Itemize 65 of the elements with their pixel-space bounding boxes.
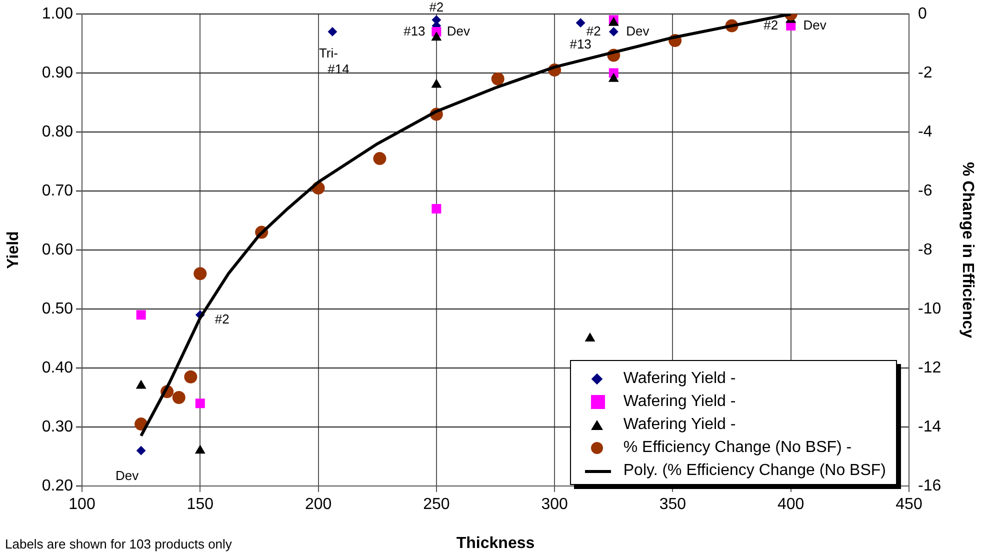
point bbox=[608, 73, 618, 82]
point bbox=[609, 27, 618, 36]
point bbox=[136, 380, 146, 389]
x-tick-label: 350 bbox=[659, 496, 686, 514]
point bbox=[195, 445, 205, 454]
point bbox=[432, 79, 442, 88]
point bbox=[491, 72, 504, 86]
y2-tick-label: -16 bbox=[918, 477, 942, 494]
y-tick-label: 0.80 bbox=[42, 123, 74, 140]
x-tick-label: 200 bbox=[304, 496, 332, 514]
y-tick-label: 0.60 bbox=[42, 241, 74, 258]
point bbox=[172, 391, 186, 404]
y2-tick-label: -2 bbox=[918, 64, 932, 82]
y2-axis-title: % Change in Efficiency bbox=[958, 162, 976, 338]
x-tick-label: 300 bbox=[541, 496, 568, 514]
y-tick-label: 0.30 bbox=[42, 418, 74, 436]
y2-tick-label: -14 bbox=[918, 418, 942, 436]
point bbox=[373, 152, 386, 166]
x-tick-label: 450 bbox=[896, 496, 922, 514]
y-tick-label: 0.50 bbox=[42, 300, 74, 318]
annotation: #13 bbox=[404, 23, 426, 38]
point bbox=[432, 204, 442, 214]
legend-label: % Efficiency Change (No BSF) - bbox=[623, 438, 852, 456]
point bbox=[184, 370, 198, 384]
y2-tick-label: -8 bbox=[918, 241, 932, 258]
annotation: Dev bbox=[803, 17, 827, 32]
y2-tick-label: -10 bbox=[918, 300, 942, 318]
text: Labels are shown for 103 products only bbox=[5, 536, 232, 552]
y-axis-title: Yield bbox=[5, 231, 22, 269]
y2-tick-label: -6 bbox=[918, 182, 932, 200]
annotation: #2 bbox=[214, 311, 230, 326]
x-tick-label: 100 bbox=[68, 496, 96, 514]
y-tick-label: 0.20 bbox=[42, 477, 74, 494]
point bbox=[136, 446, 146, 456]
annotation: #2 bbox=[586, 23, 601, 38]
legend-label: Wafering Yield - bbox=[623, 416, 736, 434]
y2-tick-label: 0 bbox=[918, 5, 927, 22]
x-tick-label: 400 bbox=[778, 496, 804, 514]
point bbox=[136, 310, 146, 320]
point bbox=[576, 18, 586, 28]
y-tick-label: 0.70 bbox=[42, 182, 74, 200]
annotation: Tri- bbox=[318, 45, 338, 60]
legend-label: Wafering Yield - bbox=[623, 370, 736, 388]
point bbox=[328, 27, 337, 36]
legend-label: Wafering Yield - bbox=[623, 392, 736, 410]
y-tick-label: 1.00 bbox=[42, 5, 74, 22]
y2-tick-label: -4 bbox=[918, 123, 932, 140]
annotation: #14 bbox=[328, 61, 350, 76]
y2-tick-label: -12 bbox=[918, 359, 942, 376]
y-tick-label: 0.40 bbox=[42, 359, 74, 376]
point bbox=[432, 32, 442, 41]
point bbox=[195, 398, 205, 408]
legend-label: Poly. (% Efficiency Change (No BSF) bbox=[623, 462, 886, 480]
annotation: Dev bbox=[116, 468, 140, 484]
x-tick-label: 150 bbox=[186, 496, 214, 514]
annotation: #13 bbox=[570, 36, 592, 52]
x-axis-title: Thickness bbox=[456, 534, 535, 552]
point bbox=[194, 267, 207, 280]
annotation: Dev bbox=[626, 23, 650, 38]
point bbox=[585, 333, 595, 342]
annotation: Dev bbox=[446, 23, 470, 38]
x-tick-label: 250 bbox=[423, 496, 450, 514]
y-tick-label: 0.90 bbox=[42, 64, 74, 82]
annotation: #2 bbox=[429, 0, 444, 14]
annotation: #2 bbox=[764, 17, 778, 32]
